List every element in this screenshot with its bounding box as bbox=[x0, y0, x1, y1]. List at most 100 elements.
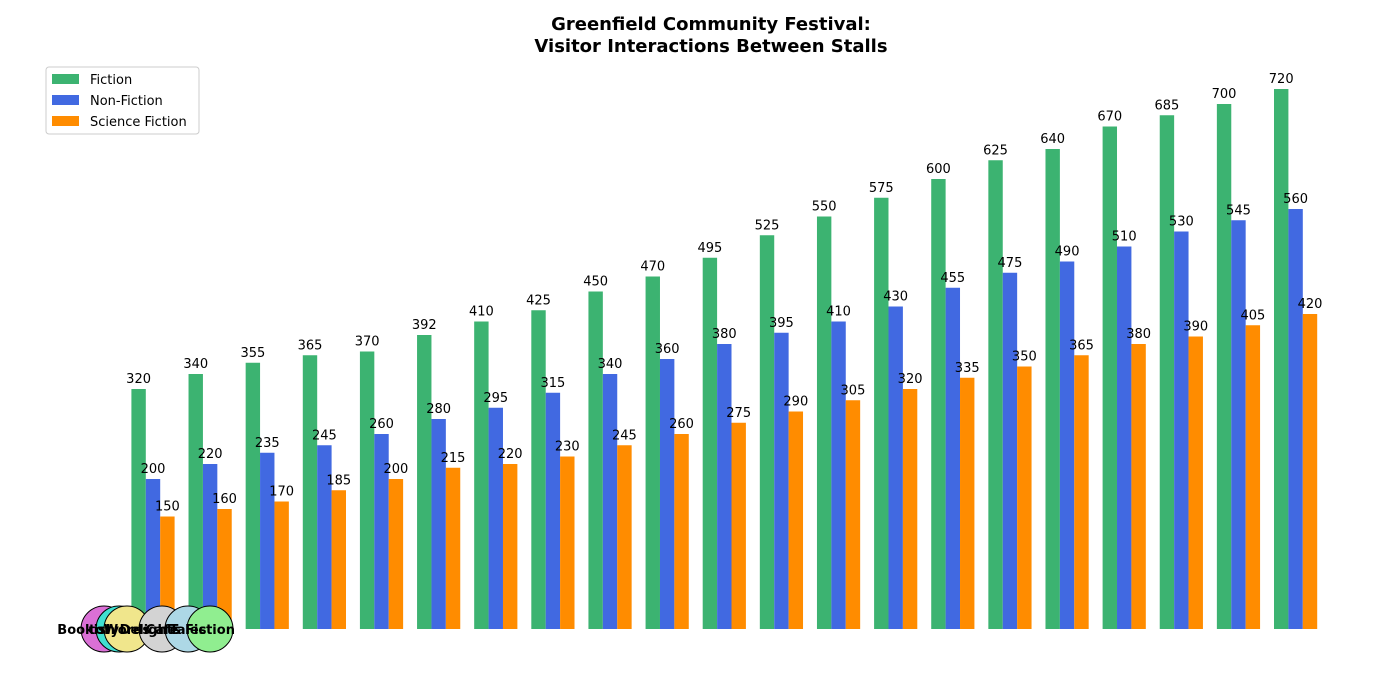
bar-science-fiction-21 bbox=[1302, 314, 1318, 629]
data-label-science-fiction-10: 260 bbox=[669, 417, 694, 432]
bar-science-fiction-2 bbox=[217, 509, 232, 629]
data-label-fiction-8: 425 bbox=[526, 293, 551, 308]
bar-non-fiction-17 bbox=[1059, 261, 1075, 629]
data-label-non-fiction-9: 340 bbox=[598, 357, 623, 372]
bar-non-fiction-3 bbox=[260, 452, 275, 629]
node-label-3: Words bbox=[104, 623, 151, 638]
data-label-science-fiction-18: 380 bbox=[1126, 327, 1151, 342]
data-label-non-fiction-3: 235 bbox=[255, 436, 280, 451]
data-label-fiction-11: 495 bbox=[697, 241, 722, 256]
bar-non-fiction-11 bbox=[717, 344, 732, 629]
data-label-non-fiction-6: 280 bbox=[426, 402, 451, 417]
data-label-science-fiction-9: 245 bbox=[612, 428, 637, 443]
data-label-non-fiction-15: 455 bbox=[940, 271, 965, 286]
data-label-fiction-13: 550 bbox=[812, 200, 837, 215]
legend-label-science-fiction: Science Fiction bbox=[90, 115, 187, 130]
data-label-non-fiction-14: 430 bbox=[883, 290, 908, 305]
data-label-fiction-3: 355 bbox=[240, 346, 265, 361]
data-label-non-fiction-7: 295 bbox=[483, 391, 508, 406]
data-labels-group: 320 340 355 365 370 392 410 425 450 470 495 525 550 5… bbox=[126, 72, 1322, 515]
legend-swatch-fiction bbox=[52, 74, 79, 84]
data-label-non-fiction-13: 410 bbox=[826, 305, 851, 320]
data-label-science-fiction-2: 160 bbox=[212, 492, 237, 507]
data-label-fiction-17: 640 bbox=[1040, 132, 1065, 147]
bar-science-fiction-10 bbox=[674, 434, 689, 629]
data-label-non-fiction-17: 490 bbox=[1055, 245, 1080, 260]
bar-fiction-4 bbox=[302, 355, 318, 629]
legend-swatch-non-fiction bbox=[52, 95, 79, 105]
node-circle-6 bbox=[186, 605, 234, 653]
legend-frame bbox=[45, 66, 200, 135]
node-label-6: Fiction bbox=[185, 623, 235, 638]
data-label-non-fiction-20: 545 bbox=[1226, 203, 1251, 218]
bar-fiction-10 bbox=[645, 276, 660, 629]
bar-fiction-5 bbox=[359, 351, 375, 629]
data-label-science-fiction-16: 350 bbox=[1012, 350, 1037, 365]
bar-non-fiction-12 bbox=[774, 332, 789, 629]
legend: Fiction Non-Fiction Science Fiction bbox=[45, 66, 200, 135]
data-label-science-fiction-5: 200 bbox=[384, 462, 409, 477]
bar-science-fiction-6 bbox=[445, 467, 461, 629]
bar-science-fiction-11 bbox=[731, 422, 746, 629]
chart-title-line-1: Greenfield Community Festival: bbox=[551, 14, 871, 35]
data-label-non-fiction-19: 530 bbox=[1169, 215, 1194, 230]
data-label-fiction-1: 320 bbox=[126, 372, 151, 387]
bar-fiction-18 bbox=[1102, 126, 1118, 629]
bar-science-fiction-14 bbox=[902, 389, 918, 629]
bars-group bbox=[131, 89, 1318, 629]
bar-non-fiction-15 bbox=[945, 287, 961, 629]
bar-non-fiction-14 bbox=[888, 306, 903, 629]
bar-non-fiction-1 bbox=[145, 479, 161, 629]
bar-science-fiction-5 bbox=[388, 479, 404, 629]
data-label-fiction-12: 525 bbox=[755, 218, 780, 233]
bar-science-fiction-12 bbox=[788, 411, 804, 629]
bar-non-fiction-20 bbox=[1231, 220, 1246, 629]
bar-science-fiction-13 bbox=[845, 400, 861, 629]
data-label-fiction-14: 575 bbox=[869, 181, 894, 196]
bar-non-fiction-4 bbox=[317, 445, 332, 629]
bar-fiction-12 bbox=[759, 235, 775, 629]
data-label-fiction-6: 392 bbox=[412, 318, 437, 333]
bar-fiction-1 bbox=[131, 389, 146, 629]
bar-fiction-16 bbox=[988, 160, 1003, 629]
bar-science-fiction-7 bbox=[502, 464, 518, 629]
data-label-fiction-2: 340 bbox=[183, 357, 208, 372]
bar-fiction-7 bbox=[474, 321, 489, 629]
data-label-science-fiction-1: 150 bbox=[155, 500, 180, 515]
data-label-science-fiction-20: 405 bbox=[1240, 308, 1265, 323]
bar-fiction-11 bbox=[702, 257, 718, 629]
data-label-fiction-7: 410 bbox=[469, 305, 494, 320]
data-label-non-fiction-10: 360 bbox=[655, 342, 680, 357]
bar-fiction-15 bbox=[931, 179, 946, 629]
bar-fiction-14 bbox=[874, 197, 889, 629]
bar-science-fiction-20 bbox=[1245, 325, 1261, 629]
bar-science-fiction-4 bbox=[331, 490, 346, 629]
bar-fiction-21 bbox=[1274, 89, 1289, 629]
bar-fiction-2 bbox=[188, 374, 203, 629]
bar-fiction-19 bbox=[1159, 115, 1175, 629]
data-label-science-fiction-7: 220 bbox=[498, 447, 523, 462]
legend-label-fiction: Fiction bbox=[90, 73, 132, 88]
bar-non-fiction-7 bbox=[488, 407, 503, 629]
data-label-science-fiction-15: 335 bbox=[955, 361, 980, 376]
bar-science-fiction-15 bbox=[960, 377, 975, 629]
data-label-fiction-16: 625 bbox=[983, 143, 1008, 158]
bar-fiction-9 bbox=[588, 291, 603, 629]
bar-non-fiction-21 bbox=[1288, 209, 1303, 629]
bar-science-fiction-9 bbox=[617, 445, 632, 629]
bar-fiction-20 bbox=[1216, 104, 1232, 629]
bar-non-fiction-5 bbox=[374, 434, 389, 629]
legend-swatch-science-fiction bbox=[52, 116, 79, 126]
data-label-science-fiction-4: 185 bbox=[326, 473, 351, 488]
data-label-fiction-4: 365 bbox=[298, 338, 323, 353]
data-label-science-fiction-11: 275 bbox=[726, 406, 751, 421]
chart-title-line-2: Visitor Interactions Between Stalls bbox=[534, 36, 887, 57]
data-label-fiction-20: 700 bbox=[1212, 87, 1237, 102]
bar-fiction-3 bbox=[245, 362, 261, 629]
bar-non-fiction-6 bbox=[431, 419, 446, 629]
data-label-non-fiction-11: 380 bbox=[712, 327, 737, 342]
data-label-non-fiction-5: 260 bbox=[369, 417, 394, 432]
data-label-non-fiction-8: 315 bbox=[540, 376, 565, 391]
data-label-fiction-18: 670 bbox=[1097, 110, 1122, 125]
